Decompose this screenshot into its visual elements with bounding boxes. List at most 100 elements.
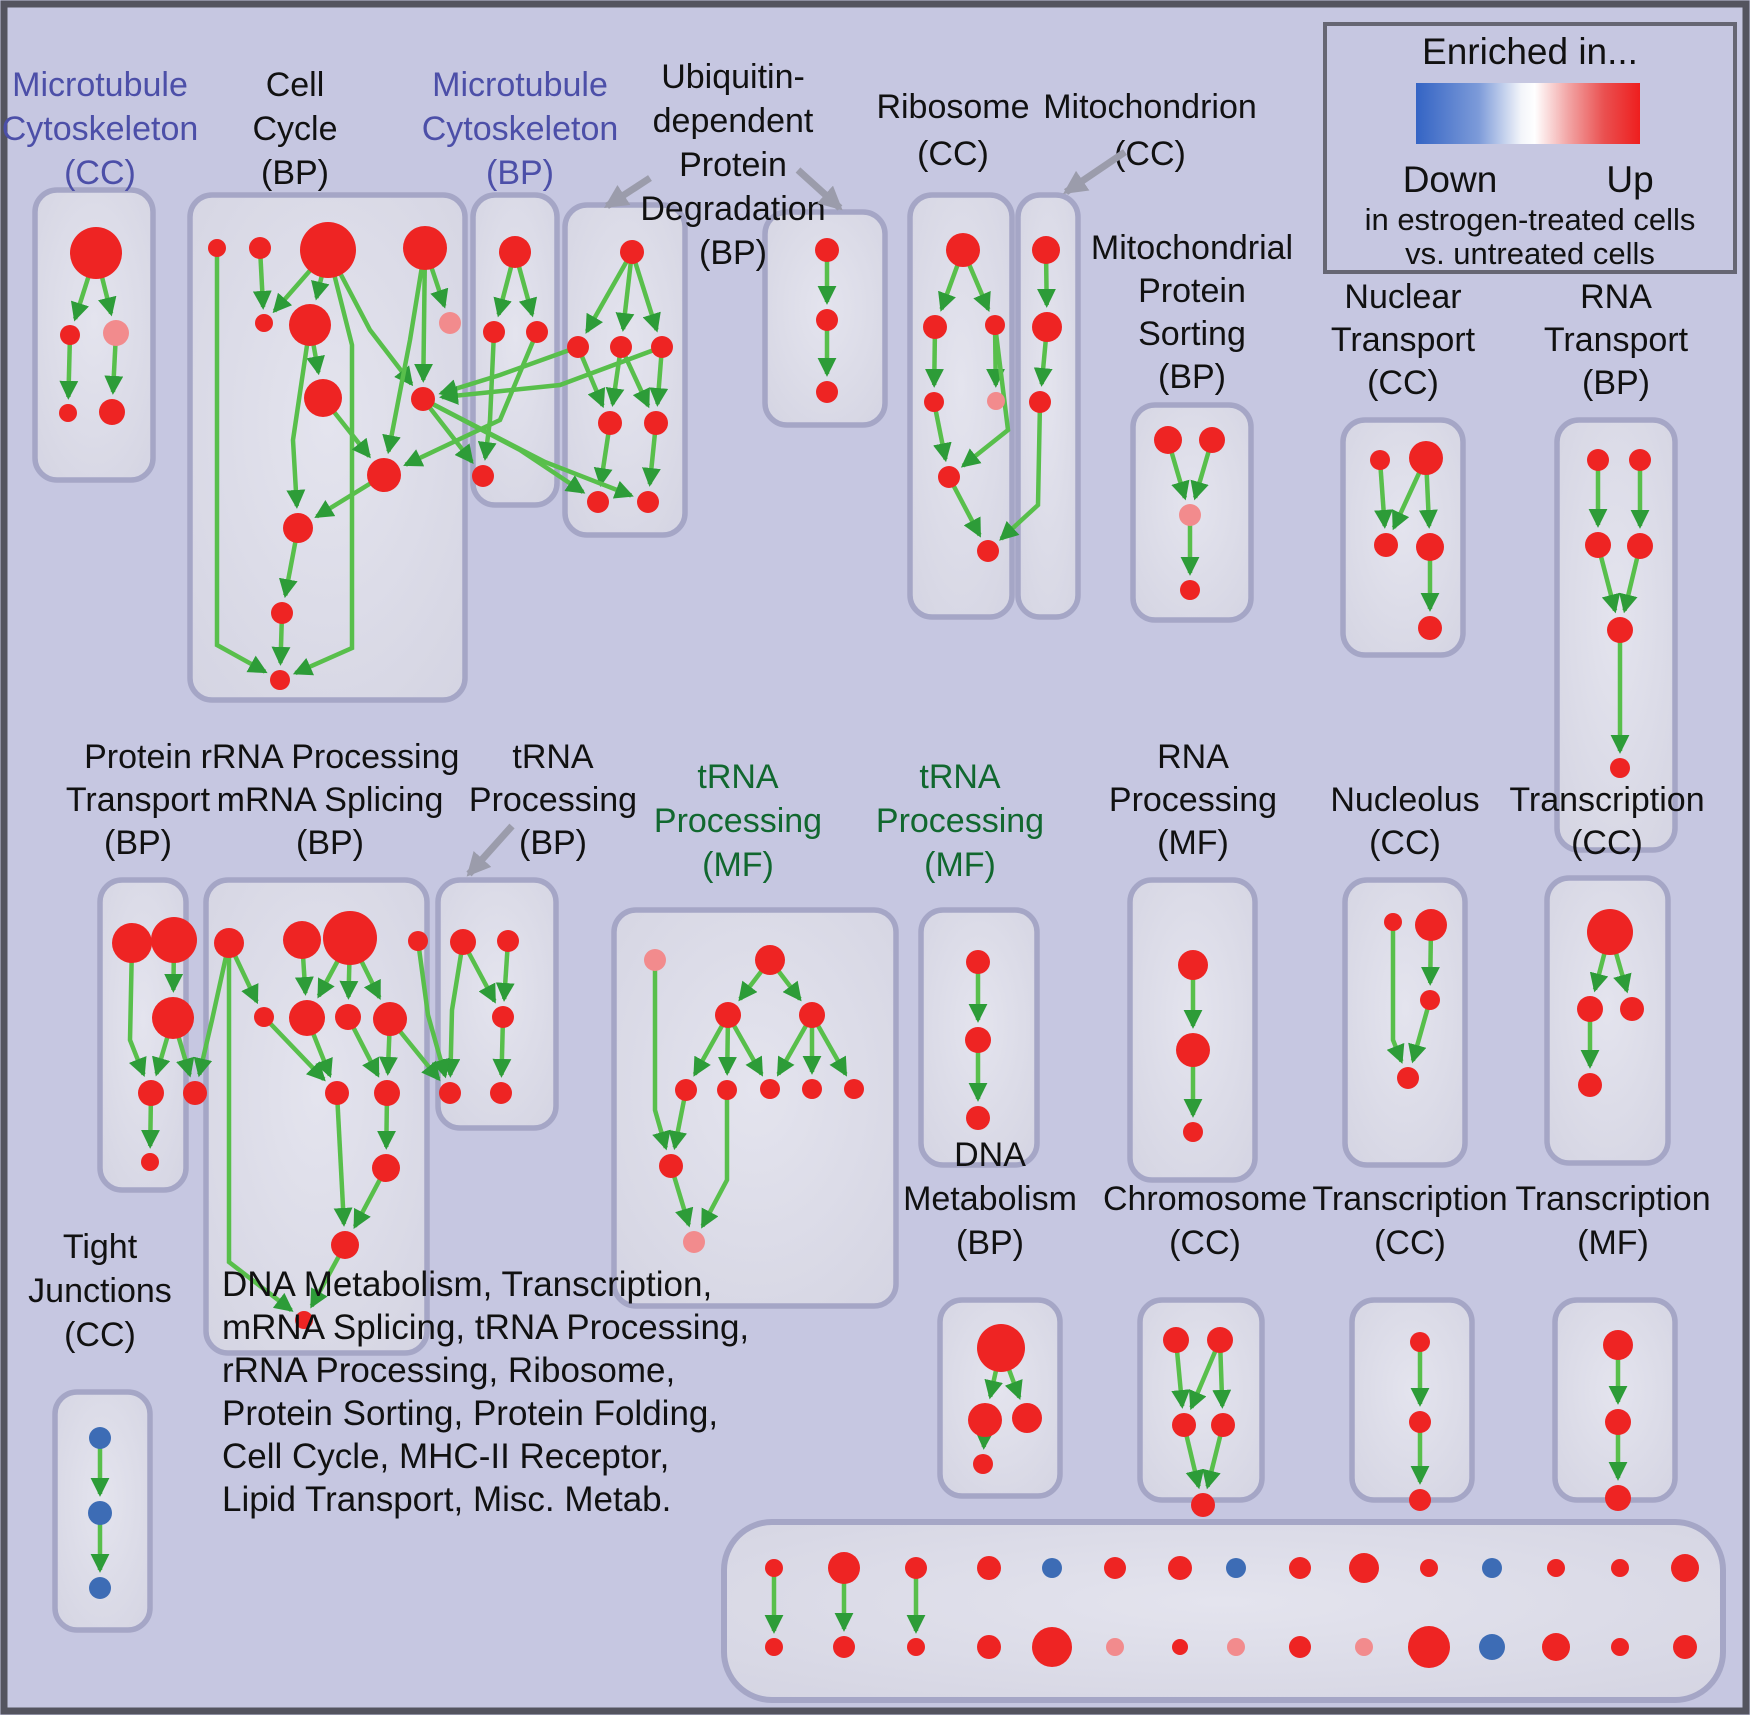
edge-nucleolus xyxy=(1386,922,1405,1064)
node-rrna-9 xyxy=(374,1080,400,1106)
node-cell-cycle-0 xyxy=(208,239,226,257)
node-trna-bp-1 xyxy=(497,930,519,952)
node-rrna-0 xyxy=(214,928,244,958)
node-trna-mf-big-1 xyxy=(755,945,785,975)
edge-mt-bp xyxy=(477,331,497,461)
cluster-label-trna-bp-line1: Processing xyxy=(469,781,637,819)
cluster-label-transcription-cc-r3-line1: (CC) xyxy=(1374,1224,1446,1262)
node-mt-cc-0 xyxy=(70,227,122,279)
node-tight-junctions-2 xyxy=(89,1577,111,1599)
misc-node-top-8 xyxy=(1289,1557,1311,1579)
node-nuclear-transport-0 xyxy=(1370,450,1390,470)
edge-ribosome xyxy=(960,324,1011,468)
cross-edge-rrna-protein-transport xyxy=(193,942,232,1078)
node-transcription-mf-0 xyxy=(1603,1330,1633,1360)
node-nuclear-transport-3 xyxy=(1416,533,1444,561)
misc-category-text-line4: Cell Cycle, MHC-II Receptor, xyxy=(222,1437,669,1476)
node-transcription-mf-2 xyxy=(1605,1485,1631,1511)
cluster-label-chromosome-line1: (CC) xyxy=(1169,1224,1241,1262)
cluster-label-rrna-line2: (BP) xyxy=(296,824,364,862)
node-rrna-3 xyxy=(408,931,428,951)
node-dna-metabolism-2 xyxy=(1012,1403,1042,1433)
cluster-label-transcription-mf-line1: (MF) xyxy=(1577,1224,1649,1262)
misc-node-top-1 xyxy=(828,1552,860,1584)
node-mito-sorting-3 xyxy=(1180,580,1200,600)
node-cell-cycle-6 xyxy=(439,312,461,334)
labels-layer: Microtubule Cytoskeleton (CC) Cell Cycle (BP)… xyxy=(2,58,1711,1354)
node-cell-cycle-12 xyxy=(270,670,290,690)
node-trna-mf-big-10 xyxy=(683,1231,705,1253)
node-trna-mf-big-0 xyxy=(644,949,666,971)
node-trna-bp-0 xyxy=(450,929,476,955)
cross-edge-cell-cycle-ubiq-net xyxy=(421,397,634,499)
cluster-box-mt-bp xyxy=(470,192,560,508)
node-rna-transport-3 xyxy=(1627,533,1653,559)
node-ribosome-6 xyxy=(977,540,999,562)
misc-node-bottom-1 xyxy=(833,1636,855,1658)
node-rrna-1 xyxy=(283,921,321,959)
node-nuclear-transport-2 xyxy=(1374,533,1398,557)
annotations-layer: DNA Metabolism, Transcription, mRNA Splic… xyxy=(222,149,1127,1519)
node-rna-transport-0 xyxy=(1587,449,1609,471)
edge-cell-cycle xyxy=(382,247,428,455)
node-nucleolus-1 xyxy=(1415,909,1447,941)
node-mitochondrion-0 xyxy=(1032,236,1060,264)
node-rrna-7 xyxy=(373,1002,407,1036)
cluster-label-mt-cc-line2: (CC) xyxy=(64,154,136,192)
cluster-label-ribosome-line0: Ribosome xyxy=(876,88,1029,126)
cluster-label-mitochondrion-line0: Mitochondrion xyxy=(1043,88,1257,126)
node-ubiq-net-0 xyxy=(620,240,644,264)
cluster-box-transcription-cc-r2 xyxy=(1544,875,1671,1166)
cluster-label-protein-transport-line2: (BP) xyxy=(104,824,172,862)
misc-node-bottom-6 xyxy=(1172,1639,1188,1655)
node-ubiq-net-6 xyxy=(587,491,609,513)
node-ubiq-chain-2 xyxy=(816,381,838,403)
edge-mt-cc xyxy=(59,334,79,400)
misc-node-top-12 xyxy=(1547,1559,1565,1577)
misc-node-top-10 xyxy=(1420,1559,1438,1577)
node-mt-bp-1 xyxy=(483,321,505,343)
node-transcription-cc-r2-3 xyxy=(1578,1073,1602,1097)
edge-rrna xyxy=(226,943,294,1312)
node-chromosome-1 xyxy=(1207,1327,1233,1353)
cluster-label-mt-bp-line1: Cytoskeleton xyxy=(422,110,619,148)
node-protein-transport-3 xyxy=(138,1080,164,1106)
legend-box xyxy=(1323,22,1737,274)
node-trna-mf-chain-1 xyxy=(965,1027,991,1053)
node-cell-cycle-8 xyxy=(411,387,435,411)
node-trna-bp-3 xyxy=(439,1082,461,1104)
cluster-label-rna-proc-mf-line2: (MF) xyxy=(1157,824,1229,862)
label-ubiquitin-label-line1: dependent xyxy=(653,102,814,140)
cluster-label-nuclear-transport-line0: Nuclear xyxy=(1344,278,1461,316)
misc-node-bottom-5 xyxy=(1106,1638,1124,1656)
node-transcription-mf-1 xyxy=(1605,1409,1631,1435)
node-mt-cc-2 xyxy=(103,320,129,346)
edge-nucleolus xyxy=(1408,999,1433,1064)
misc-strip-box xyxy=(721,1519,1726,1703)
node-mito-sorting-0 xyxy=(1154,426,1182,454)
node-mitochondrion-1 xyxy=(1032,312,1062,342)
node-chromosome-2 xyxy=(1172,1413,1196,1437)
node-ribosome-4 xyxy=(987,392,1005,410)
cluster-label-protein-transport-line0: Protein xyxy=(84,738,192,776)
node-transcription-cc-r2-1 xyxy=(1577,996,1603,1022)
misc-node-top-0 xyxy=(765,1559,783,1577)
node-ubiq-net-7 xyxy=(637,491,659,513)
node-chromosome-0 xyxy=(1163,1327,1189,1353)
misc-node-top-13 xyxy=(1611,1559,1629,1577)
node-trna-mf-big-7 xyxy=(802,1079,822,1099)
misc-node-top-7 xyxy=(1226,1558,1246,1578)
cluster-label-mt-bp-line0: Microtubule xyxy=(432,66,608,104)
node-mitochondrion-2 xyxy=(1029,391,1051,413)
legend-subtitle-1: in estrogen-treated cells xyxy=(1365,202,1696,237)
cross-edge-mitochondrion-ribosome xyxy=(999,401,1043,541)
cluster-label-ribosome-line1: (CC) xyxy=(917,135,989,173)
node-rrna-11 xyxy=(331,1231,359,1259)
cluster-label-trna-mf-big-line0: tRNA xyxy=(697,758,779,796)
node-cell-cycle-10 xyxy=(283,513,313,543)
node-mt-cc-3 xyxy=(59,404,77,422)
misc-node-bottom-3 xyxy=(977,1635,1001,1659)
misc-node-bottom-2 xyxy=(907,1638,925,1656)
node-trna-bp-2 xyxy=(492,1006,514,1028)
